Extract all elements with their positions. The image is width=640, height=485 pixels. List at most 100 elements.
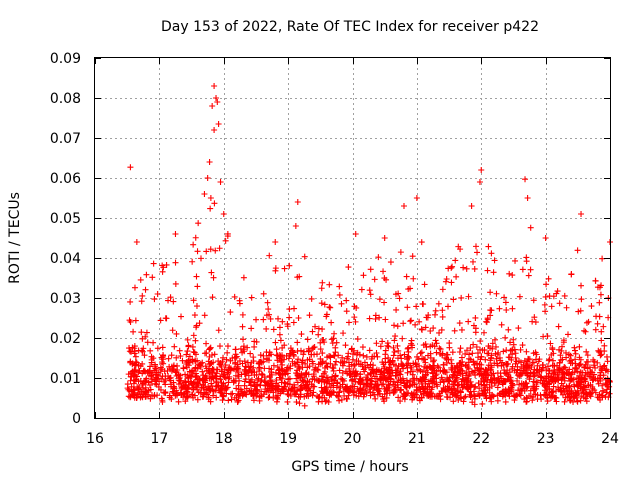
data-point — [421, 356, 428, 363]
data-point — [190, 394, 197, 401]
data-point — [524, 195, 531, 201]
data-point — [469, 258, 476, 265]
data-point — [207, 246, 214, 253]
data-point — [514, 377, 521, 384]
data-point — [449, 364, 456, 371]
data-point — [125, 371, 132, 378]
data-point — [315, 361, 322, 368]
data-point — [234, 367, 241, 374]
data-point — [340, 377, 347, 384]
data-point — [270, 362, 277, 369]
data-point — [177, 389, 184, 396]
data-point — [556, 359, 563, 366]
data-point — [381, 235, 388, 241]
data-point — [566, 366, 573, 373]
data-point — [151, 296, 158, 303]
data-point — [321, 386, 328, 393]
data-point — [143, 329, 150, 336]
data-point — [318, 300, 325, 307]
data-point — [297, 386, 304, 393]
y-tick-label: 0.03 — [50, 291, 81, 307]
y-tick-label: 0 — [72, 411, 81, 427]
data-point — [542, 392, 549, 399]
data-point — [352, 368, 359, 375]
data-point — [281, 384, 288, 391]
data-point — [314, 393, 321, 400]
data-point — [426, 383, 433, 390]
data-point — [291, 381, 298, 388]
data-point — [465, 318, 472, 325]
data-point — [572, 350, 579, 357]
data-point — [338, 396, 345, 403]
data-point — [529, 397, 536, 404]
data-point — [408, 337, 415, 344]
data-point — [488, 398, 495, 405]
data-point — [598, 282, 605, 289]
data-point — [329, 373, 336, 380]
data-point — [331, 377, 338, 384]
data-point — [284, 321, 291, 328]
data-point — [276, 324, 283, 331]
data-point — [491, 257, 498, 264]
data-point — [471, 265, 478, 272]
data-point — [270, 326, 277, 333]
data-point — [344, 395, 351, 402]
data-point — [369, 366, 376, 373]
data-point — [537, 373, 544, 380]
data-point — [480, 376, 487, 383]
data-point — [472, 329, 479, 336]
data-point — [300, 378, 307, 385]
data-point — [145, 379, 152, 386]
data-point — [597, 363, 604, 370]
data-point — [295, 363, 302, 370]
data-point — [205, 396, 212, 403]
data-point — [378, 381, 385, 388]
data-point — [139, 381, 146, 388]
data-point — [508, 380, 515, 387]
data-point — [241, 366, 248, 373]
data-point — [276, 352, 283, 359]
data-point — [159, 268, 166, 275]
data-point — [314, 351, 321, 358]
data-point — [127, 298, 134, 305]
data-point — [442, 354, 449, 361]
y-tick-label: 0.04 — [50, 251, 81, 267]
data-point — [199, 359, 206, 366]
data-point — [159, 359, 166, 366]
data-point — [315, 331, 322, 338]
data-point — [462, 393, 469, 400]
data-point — [309, 392, 316, 399]
data-point — [489, 377, 496, 384]
data-point — [404, 379, 411, 386]
data-point — [485, 365, 492, 372]
data-point — [463, 362, 470, 369]
data-point — [140, 345, 147, 352]
data-point — [216, 343, 223, 350]
data-point — [463, 265, 470, 272]
data-point — [505, 326, 512, 333]
data-point — [595, 347, 602, 354]
data-point — [263, 355, 270, 362]
data-point — [451, 378, 458, 385]
data-point — [567, 378, 574, 385]
data-point — [351, 373, 358, 380]
data-point — [408, 317, 415, 324]
x-tick-label: 20 — [344, 431, 362, 447]
data-point — [456, 360, 463, 367]
data-point — [182, 379, 189, 386]
data-point — [464, 347, 471, 354]
data-point — [590, 376, 597, 383]
data-point — [241, 348, 248, 355]
data-point — [323, 388, 330, 395]
data-point — [274, 396, 281, 403]
y-tick-label: 0.07 — [50, 131, 81, 147]
data-point — [572, 389, 579, 396]
data-point — [243, 363, 250, 370]
data-point — [206, 345, 213, 352]
data-point — [281, 342, 288, 349]
data-point — [473, 343, 480, 350]
data-point — [286, 306, 293, 313]
data-point — [395, 362, 402, 369]
data-point — [161, 368, 168, 375]
data-point — [354, 336, 361, 343]
